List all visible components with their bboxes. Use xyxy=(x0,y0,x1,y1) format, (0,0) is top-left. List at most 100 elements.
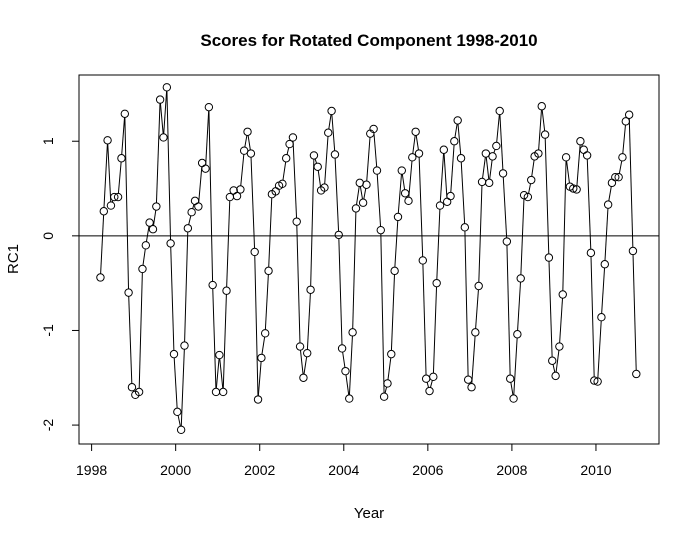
data-point xyxy=(485,178,494,188)
series-line-segment xyxy=(226,200,231,288)
series-line-segment xyxy=(170,247,175,351)
plot-layer xyxy=(79,83,659,435)
series-line-segment xyxy=(506,245,511,376)
data-point xyxy=(558,290,567,299)
series-line-segment xyxy=(436,209,441,280)
data-point xyxy=(593,377,602,386)
series-line-segment xyxy=(422,264,427,376)
data-point xyxy=(502,237,512,246)
series-line-segment xyxy=(324,136,329,184)
data-point xyxy=(103,136,112,145)
series-line-segment xyxy=(502,177,508,238)
data-point xyxy=(253,395,263,404)
data-point xyxy=(120,109,130,118)
y-tick-label: -2 xyxy=(40,419,56,432)
series-line-segment xyxy=(489,159,493,180)
data-point xyxy=(527,175,536,185)
series-line-segment xyxy=(356,186,360,205)
data-point xyxy=(411,127,420,136)
data-point xyxy=(495,106,504,116)
data-point xyxy=(334,230,343,240)
data-point xyxy=(127,383,137,392)
data-point xyxy=(393,212,403,222)
series-line-segment xyxy=(520,198,525,275)
data-point xyxy=(358,198,368,207)
series-line-segment xyxy=(222,294,227,389)
x-tick-label: 2002 xyxy=(244,462,275,478)
data-point xyxy=(303,348,312,358)
series-line-segment xyxy=(482,157,486,179)
x-axis-title: Year xyxy=(354,505,384,522)
series-line-segment xyxy=(338,238,343,345)
series-line-segment xyxy=(426,382,430,388)
data-point xyxy=(264,266,273,276)
series-line-segment xyxy=(576,144,581,186)
data-point xyxy=(555,342,564,351)
series-line-segment xyxy=(159,103,164,134)
data-point xyxy=(222,286,231,295)
data-point xyxy=(215,350,224,360)
series-line-segment xyxy=(177,415,181,427)
data-point xyxy=(390,266,399,276)
data-point xyxy=(288,133,298,142)
data-point xyxy=(582,151,592,160)
data-point xyxy=(488,152,497,161)
data-point xyxy=(414,149,424,158)
data-point xyxy=(236,185,245,194)
series-line-segment xyxy=(566,160,570,184)
data-point xyxy=(586,248,596,258)
data-point xyxy=(453,116,462,125)
series-line-segment xyxy=(457,124,462,155)
series-line-segment xyxy=(475,289,479,329)
series-line-segment xyxy=(622,124,626,154)
data-point xyxy=(257,353,266,363)
series-line-segment xyxy=(103,143,108,208)
series-line-segment xyxy=(117,161,122,194)
data-point xyxy=(278,179,287,189)
data-point xyxy=(446,191,455,201)
series-line-segment xyxy=(531,159,535,177)
data-point xyxy=(148,225,158,234)
series-line-segment xyxy=(142,248,146,266)
series-line-segment xyxy=(334,158,340,232)
series-line-segment xyxy=(264,274,269,330)
data-point xyxy=(439,145,449,154)
series-line-segment xyxy=(282,161,287,181)
data-point xyxy=(141,241,151,250)
series-line-segment xyxy=(628,118,634,248)
series-line-segment xyxy=(604,208,609,261)
series-line-segment xyxy=(528,183,532,194)
series-line-segment xyxy=(517,282,522,331)
data-point xyxy=(632,369,641,379)
series-line-segment xyxy=(138,272,143,389)
data-point xyxy=(299,373,308,382)
data-point xyxy=(408,153,417,162)
data-point xyxy=(471,328,480,337)
series-line-segment xyxy=(418,157,424,257)
data-point xyxy=(327,106,336,116)
data-point xyxy=(561,153,571,162)
chart-title: Scores for Rotated Component 1998-2010 xyxy=(200,31,537,50)
series-line-segment xyxy=(544,138,550,254)
series-line-segment xyxy=(499,114,504,170)
x-tick-label: 2008 xyxy=(496,462,527,478)
series-line-segment xyxy=(510,382,514,396)
data-point xyxy=(544,253,554,262)
data-point xyxy=(320,183,329,192)
series-line-segment xyxy=(454,123,458,138)
y-axis: -2 -1 0 1 xyxy=(40,137,80,432)
series-line-segment xyxy=(408,160,413,198)
series-line-segment xyxy=(538,109,542,150)
series-line-segment xyxy=(397,174,402,214)
data-point xyxy=(180,341,189,350)
data-point xyxy=(110,192,119,202)
data-point xyxy=(569,184,578,193)
data-point xyxy=(362,180,371,189)
data-point xyxy=(513,330,522,339)
data-point xyxy=(548,356,557,365)
series-line-segment xyxy=(328,114,332,130)
data-point xyxy=(187,207,196,217)
data-point xyxy=(183,224,193,233)
data-point xyxy=(369,124,378,134)
